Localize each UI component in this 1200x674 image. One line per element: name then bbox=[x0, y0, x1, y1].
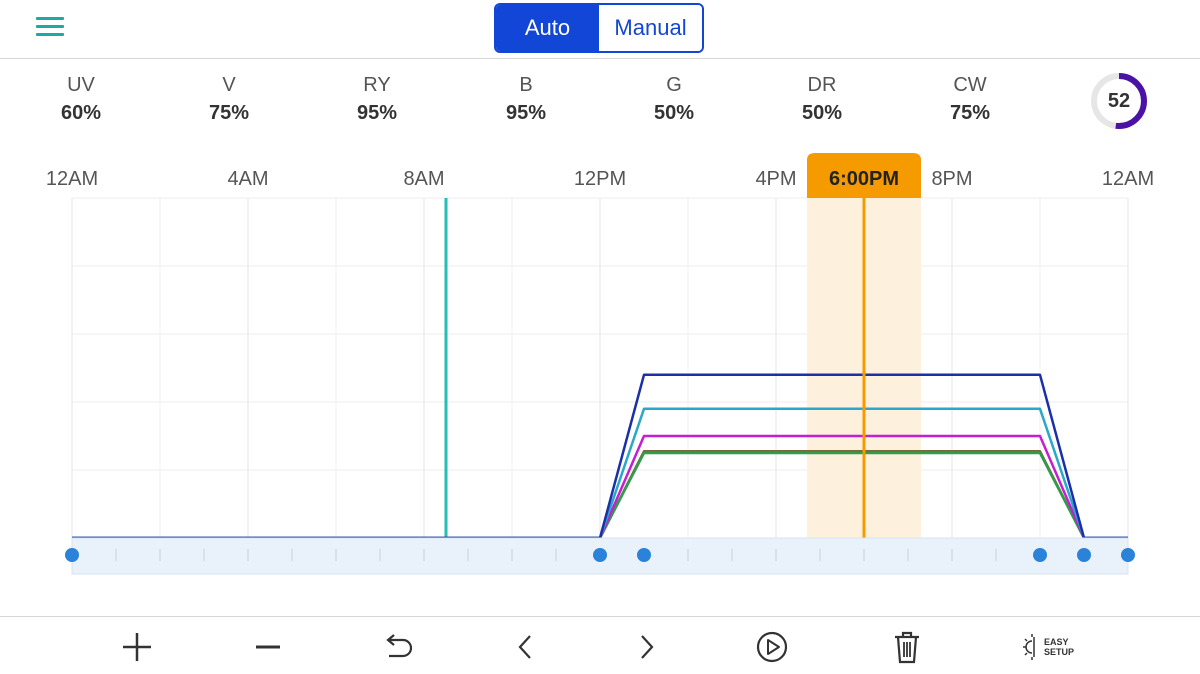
easy-setup-label-line2: SETUP bbox=[1044, 647, 1074, 657]
keyframe-point bbox=[593, 548, 607, 562]
overall-intensity-ring[interactable]: 52 bbox=[1089, 71, 1149, 131]
x-tick-label: 8PM bbox=[931, 168, 972, 190]
undo-icon bbox=[386, 634, 413, 658]
keyframe-point bbox=[637, 548, 651, 562]
remove-point-button[interactable] bbox=[246, 625, 290, 669]
x-tick-label: 4PM bbox=[755, 168, 796, 190]
channel-cw[interactable]: CW 75% bbox=[920, 72, 1020, 128]
x-tick-label: 8AM bbox=[403, 168, 444, 190]
play-icon bbox=[756, 631, 788, 663]
easy-setup-button[interactable]: EASY SETUP bbox=[1022, 625, 1082, 669]
channel-name: RY bbox=[363, 74, 391, 96]
channel-value: 75% bbox=[949, 102, 991, 124]
channel-b[interactable]: B 95% bbox=[476, 72, 576, 128]
undo-button[interactable] bbox=[376, 625, 420, 669]
next-point-button[interactable] bbox=[624, 625, 668, 669]
keyframe-point bbox=[1077, 548, 1091, 562]
keyframe-point bbox=[1121, 548, 1135, 562]
time-cursor-label: 6:00PM bbox=[829, 168, 899, 190]
keyframe-point bbox=[65, 548, 79, 562]
remove-icon bbox=[256, 645, 280, 649]
channel-name: G bbox=[666, 74, 682, 96]
channel-name: CW bbox=[953, 74, 987, 96]
progress-ring-icon bbox=[1091, 73, 1147, 129]
x-tick-label: 12AM bbox=[1102, 168, 1154, 190]
easy-setup-label-line1: EASY bbox=[1044, 637, 1069, 647]
chevron-right-icon bbox=[641, 635, 654, 659]
top-bar: Auto Manual bbox=[0, 0, 1200, 59]
channel-g[interactable]: G 50% bbox=[624, 72, 724, 128]
chevron-left-icon bbox=[518, 635, 531, 659]
preview-button[interactable] bbox=[750, 625, 794, 669]
schedule-chart[interactable]: 12AM 4AM 8AM 12PM 4PM 8PM 12AM 6:00PM bbox=[0, 140, 1200, 610]
previous-point-button[interactable] bbox=[504, 625, 548, 669]
x-tick-label: 12AM bbox=[46, 168, 98, 190]
channel-values: UV 60% V 75% RY 95% B 95% G 50% DR 50% C… bbox=[0, 72, 1200, 132]
overall-intensity-value: 52 bbox=[1107, 89, 1131, 112]
time-cursor-bubble bbox=[807, 153, 921, 198]
manual-mode-button[interactable]: Manual bbox=[599, 5, 702, 51]
add-point-button[interactable] bbox=[115, 625, 159, 669]
keyframe-point bbox=[1033, 548, 1047, 562]
menu-icon[interactable] bbox=[34, 14, 66, 40]
channel-value: 50% bbox=[653, 102, 695, 124]
trash-icon bbox=[895, 631, 919, 664]
schedule-chart-svg: 12AM 4AM 8AM 12PM 4PM 8PM 12AM 6:00PM bbox=[46, 153, 1154, 575]
auto-mode-button[interactable]: Auto bbox=[496, 5, 599, 51]
channel-dr[interactable]: DR 50% bbox=[772, 72, 872, 128]
channel-name: B bbox=[519, 74, 533, 96]
channel-name: UV bbox=[67, 74, 95, 96]
channel-value: 50% bbox=[801, 102, 843, 124]
bottom-toolbar: EASY SETUP bbox=[0, 616, 1200, 674]
delete-button[interactable] bbox=[885, 625, 929, 669]
x-tick-label: 4AM bbox=[227, 168, 268, 190]
x-tick-label: 12PM bbox=[574, 168, 626, 190]
channel-value: 60% bbox=[60, 102, 102, 124]
channel-value: 95% bbox=[505, 102, 547, 124]
channel-name: V bbox=[222, 74, 236, 96]
easy-setup-icon: EASY SETUP bbox=[1023, 634, 1074, 660]
channel-value: 75% bbox=[208, 102, 250, 124]
channel-uv[interactable]: UV 60% bbox=[31, 72, 131, 128]
channel-v[interactable]: V 75% bbox=[179, 72, 279, 128]
channel-ry[interactable]: RY 95% bbox=[327, 72, 427, 128]
add-icon bbox=[123, 633, 151, 661]
mode-toggle: Auto Manual bbox=[494, 3, 704, 53]
channel-value: 95% bbox=[356, 102, 398, 124]
channel-name: DR bbox=[807, 74, 837, 96]
